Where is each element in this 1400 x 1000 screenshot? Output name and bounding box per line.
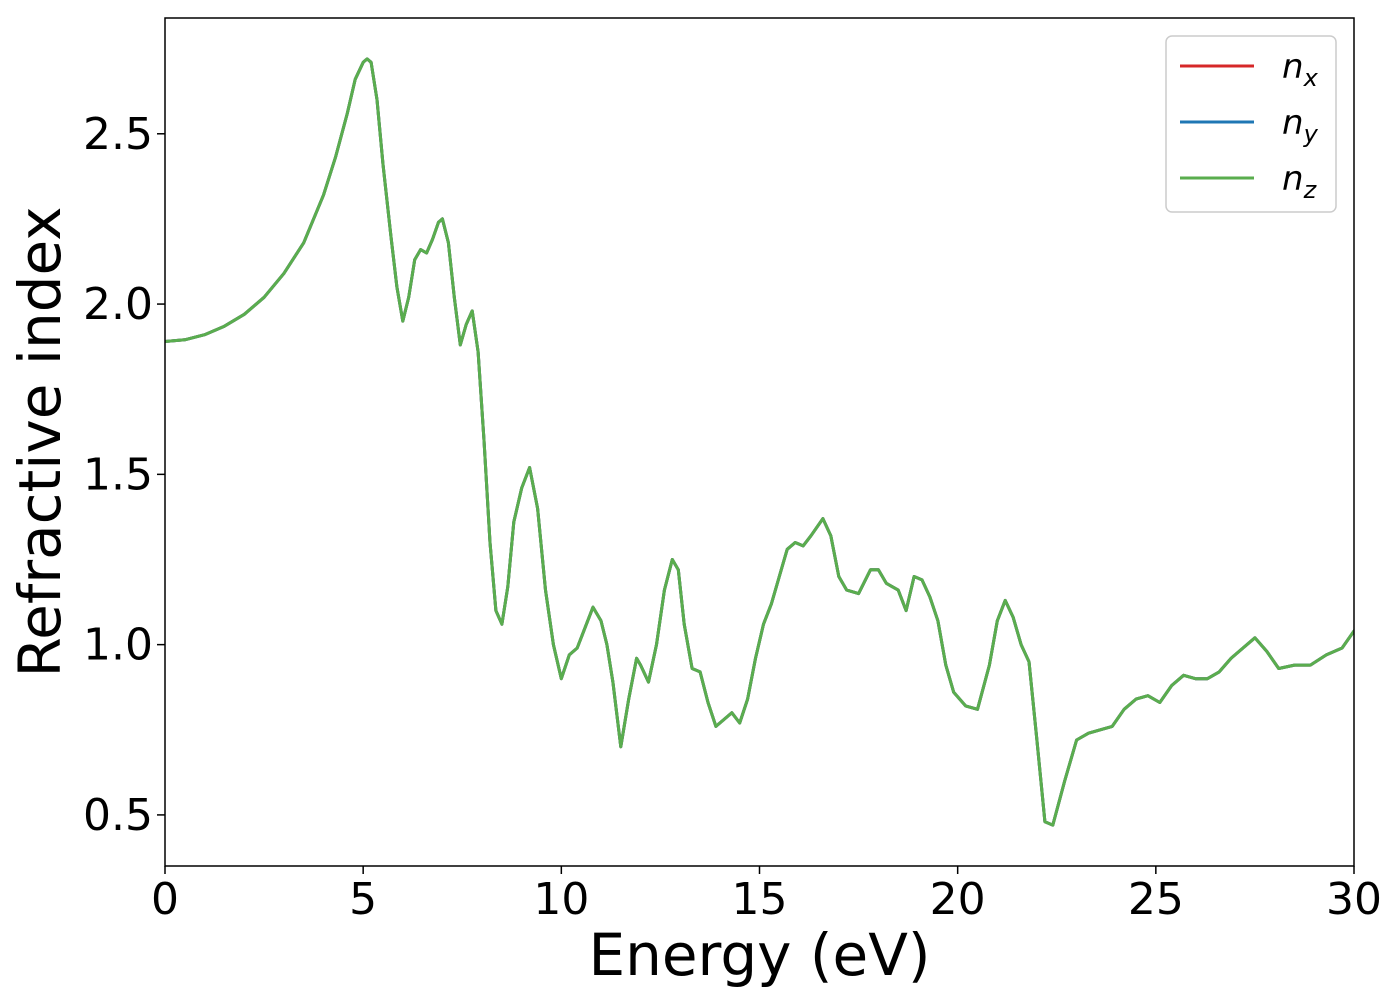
legend-label-nz: nz [1282, 159, 1318, 204]
legend-box [1165, 35, 1337, 213]
x-axis-title: Energy (eV) [588, 921, 930, 989]
legend-label-nx: nx [1282, 47, 1319, 92]
y-axis-ticks: 0.5 1.0 1.5 2.0 2.5 [83, 109, 165, 841]
y-tick-label: 1.5 [83, 449, 153, 500]
x-tick-label: 0 [151, 874, 179, 925]
series-line-nz [165, 57, 1354, 827]
legend: nx ny nz [1165, 35, 1337, 213]
x-tick-label: 5 [349, 874, 377, 925]
y-tick-label: 2.5 [83, 109, 153, 160]
x-tick-label: 25 [1128, 874, 1184, 925]
y-tick-label: 1.0 [83, 620, 153, 671]
x-tick-label: 10 [533, 874, 589, 925]
legend-label-ny: ny [1282, 103, 1319, 148]
y-tick-label: 2.0 [83, 279, 153, 330]
x-axis-ticks: 0 5 10 15 20 25 30 [151, 866, 1382, 925]
y-tick-label: 0.5 [83, 790, 153, 841]
x-tick-label: 30 [1326, 874, 1382, 925]
series-layer [165, 57, 1354, 827]
x-tick-label: 15 [732, 874, 788, 925]
y-axis-title: Refractive index [6, 206, 74, 677]
x-tick-label: 20 [930, 874, 986, 925]
